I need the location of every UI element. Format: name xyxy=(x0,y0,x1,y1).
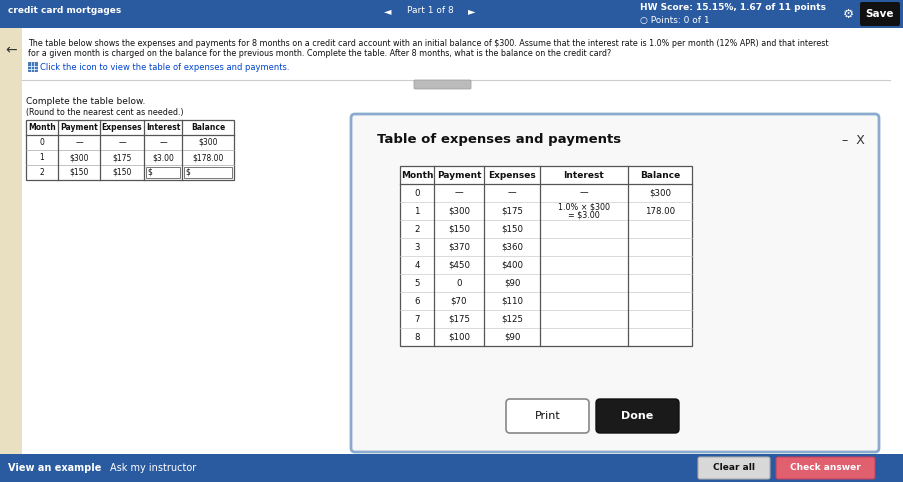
Text: Complete the table below.: Complete the table below. xyxy=(26,97,145,107)
Text: Interest: Interest xyxy=(563,171,604,179)
Text: Click the icon to view the table of expenses and payments.: Click the icon to view the table of expe… xyxy=(40,63,289,71)
Text: 7: 7 xyxy=(414,314,419,323)
Text: 0: 0 xyxy=(456,279,461,287)
Text: 1: 1 xyxy=(414,206,419,215)
Text: –  X: – X xyxy=(841,134,863,147)
Text: Print: Print xyxy=(534,411,560,421)
Text: 178.00: 178.00 xyxy=(644,206,675,215)
Text: —: — xyxy=(507,188,516,198)
Text: $90: $90 xyxy=(503,279,519,287)
Text: $150: $150 xyxy=(70,168,88,177)
Text: $175: $175 xyxy=(448,314,470,323)
Text: $: $ xyxy=(147,168,153,177)
Text: Payment: Payment xyxy=(61,123,98,132)
Text: Balance: Balance xyxy=(639,171,679,179)
Text: 5: 5 xyxy=(414,279,419,287)
Bar xyxy=(146,167,180,178)
FancyBboxPatch shape xyxy=(350,114,878,452)
Text: $100: $100 xyxy=(448,333,470,342)
Text: —: — xyxy=(75,138,83,147)
Bar xyxy=(0,28,22,454)
Text: 0: 0 xyxy=(414,188,419,198)
FancyBboxPatch shape xyxy=(414,80,470,89)
Text: Month: Month xyxy=(28,123,56,132)
Text: $110: $110 xyxy=(500,296,523,306)
Text: $300: $300 xyxy=(648,188,670,198)
Text: $150: $150 xyxy=(500,225,523,233)
Text: 8: 8 xyxy=(414,333,419,342)
Text: ⚙: ⚙ xyxy=(842,8,852,21)
Text: ◄: ◄ xyxy=(384,6,391,15)
Text: 2: 2 xyxy=(40,168,44,177)
Text: $70: $70 xyxy=(451,296,467,306)
Text: —: — xyxy=(579,188,588,198)
Text: Table of expenses and payments: Table of expenses and payments xyxy=(377,134,620,147)
Text: —: — xyxy=(118,138,126,147)
Text: $300: $300 xyxy=(70,153,88,162)
Bar xyxy=(0,28,903,454)
Text: $360: $360 xyxy=(500,242,523,252)
Text: $300: $300 xyxy=(198,138,218,147)
Text: $90: $90 xyxy=(503,333,519,342)
Bar xyxy=(28,62,37,71)
Text: Clear all: Clear all xyxy=(712,464,754,472)
Text: Part 1 of 8: Part 1 of 8 xyxy=(406,6,453,15)
Text: credit card mortgages: credit card mortgages xyxy=(8,6,121,15)
Text: View an example: View an example xyxy=(8,463,101,473)
Text: Month: Month xyxy=(400,171,433,179)
Text: $3.00: $3.00 xyxy=(152,153,173,162)
Text: $: $ xyxy=(185,168,191,177)
Text: 2: 2 xyxy=(414,225,419,233)
Text: 0: 0 xyxy=(40,138,44,147)
Text: 3: 3 xyxy=(414,242,419,252)
Text: Interest: Interest xyxy=(145,123,180,132)
Bar xyxy=(184,167,232,178)
FancyBboxPatch shape xyxy=(697,457,769,479)
Text: ○ Points: 0 of 1: ○ Points: 0 of 1 xyxy=(639,15,709,25)
Text: ←: ← xyxy=(5,43,17,57)
Bar xyxy=(0,0,903,28)
Text: 6: 6 xyxy=(414,296,419,306)
Text: —: — xyxy=(159,138,167,147)
FancyBboxPatch shape xyxy=(775,457,874,479)
Text: Save: Save xyxy=(865,9,893,19)
Text: ►: ► xyxy=(468,6,475,15)
Text: Payment: Payment xyxy=(436,171,480,179)
FancyBboxPatch shape xyxy=(506,399,589,433)
Text: Done: Done xyxy=(620,411,653,421)
Text: The table below shows the expenses and payments for 8 months on a credit card ac: The table below shows the expenses and p… xyxy=(28,39,827,48)
Text: $450: $450 xyxy=(448,260,470,269)
Text: $150: $150 xyxy=(112,168,132,177)
Text: (Round to the nearest cent as needed.): (Round to the nearest cent as needed.) xyxy=(26,107,183,117)
Text: Check answer: Check answer xyxy=(788,464,860,472)
Bar xyxy=(26,120,234,180)
Text: Balance: Balance xyxy=(191,123,225,132)
Text: Ask my instructor: Ask my instructor xyxy=(110,463,196,473)
Text: $175: $175 xyxy=(112,153,132,162)
Text: = $3.00: = $3.00 xyxy=(567,211,600,219)
Text: HW Score: 15.15%, 1.67 of 11 points: HW Score: 15.15%, 1.67 of 11 points xyxy=(639,2,825,12)
Text: $300: $300 xyxy=(448,206,470,215)
Text: 4: 4 xyxy=(414,260,419,269)
Text: Expenses: Expenses xyxy=(101,123,142,132)
Bar xyxy=(0,454,903,482)
Text: 1: 1 xyxy=(40,153,44,162)
FancyBboxPatch shape xyxy=(859,2,899,26)
Text: —: — xyxy=(454,188,463,198)
Text: $125: $125 xyxy=(500,314,523,323)
Text: $175: $175 xyxy=(500,206,523,215)
FancyBboxPatch shape xyxy=(595,399,678,433)
Text: for a given month is charged on the balance for the previous month. Complete the: for a given month is charged on the bala… xyxy=(28,50,610,58)
Text: $178.00: $178.00 xyxy=(192,153,223,162)
Text: 1.0% × $300: 1.0% × $300 xyxy=(557,202,610,212)
Text: $370: $370 xyxy=(448,242,470,252)
Text: Expenses: Expenses xyxy=(488,171,535,179)
Text: $400: $400 xyxy=(500,260,523,269)
Bar xyxy=(399,166,691,346)
Text: $150: $150 xyxy=(448,225,470,233)
